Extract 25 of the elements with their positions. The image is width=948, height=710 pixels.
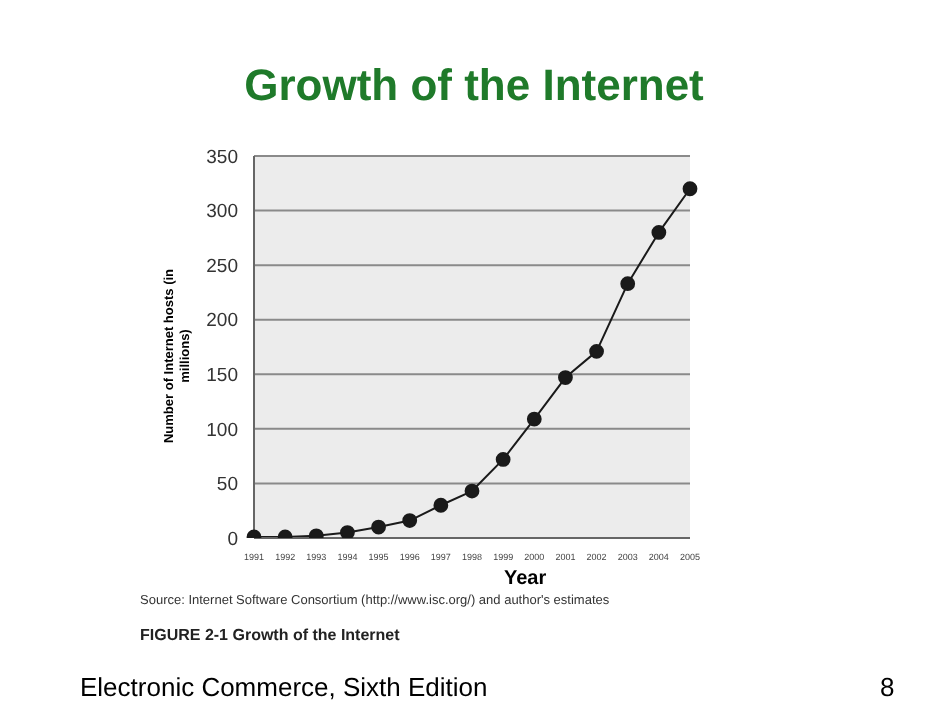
point [682,181,698,197]
point [433,497,449,513]
y-tick-label: 0 [227,528,238,551]
point [371,519,386,535]
text: 8 [880,672,895,702]
y-tick-label: 350 [206,146,238,169]
point [402,513,418,528]
caption: FIGURE 2-1 Growth of the Internet [140,626,400,644]
y-tick-label: 150 [206,365,238,388]
text: Electronic Commerce, Sixth Edition [80,672,488,702]
point [526,411,542,427]
y-tick-label: 100 [206,419,238,442]
point [589,343,604,359]
y-tick-label: 50 [216,474,238,497]
point [464,483,480,499]
point [558,370,573,385]
point [651,225,667,240]
y-tick-label: 200 [206,310,238,333]
chart-title: Growth of the Internet [242,60,706,112]
y-tick-label: 250 [206,255,238,278]
x-axis-title: Year [504,568,547,590]
point [620,276,636,292]
point [340,525,355,538]
y-tick-label: 300 [206,201,238,224]
point [495,452,511,467]
